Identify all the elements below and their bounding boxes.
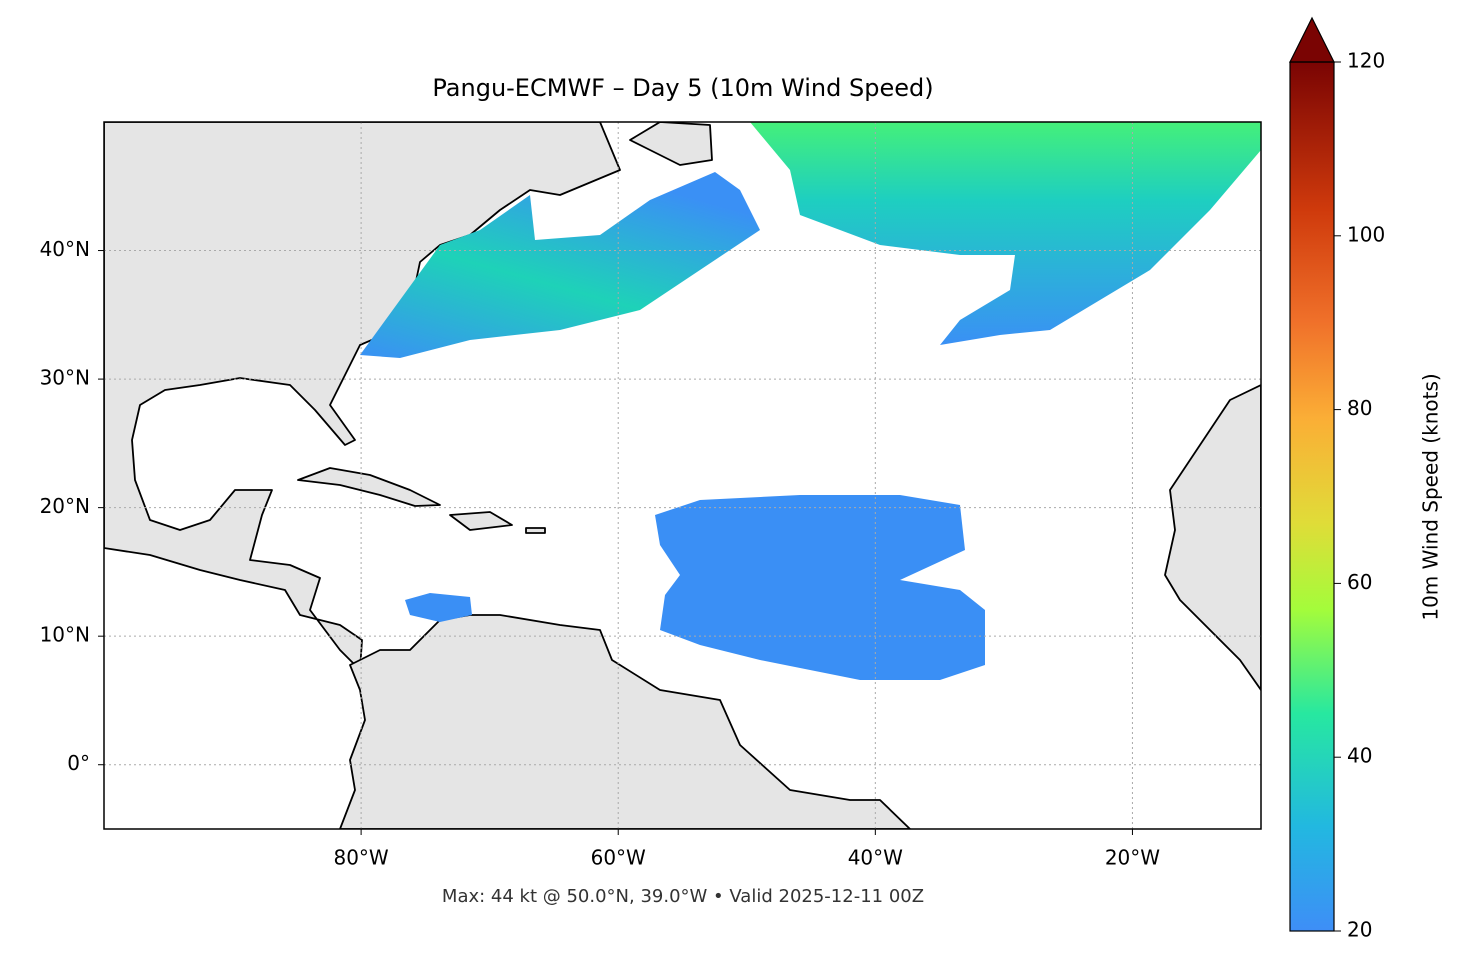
puerto-rico: [525, 527, 546, 534]
note: Max: 44 kt @ 50.0°N, 39.0°W • Valid 2025…: [442, 886, 924, 907]
y-tick-label: 10°N: [40, 623, 90, 647]
north-america: [104, 122, 621, 671]
wind-field: [655, 495, 985, 680]
y-tick-label: 20°N: [40, 494, 90, 518]
map: [104, 122, 1261, 829]
y-tick-label: 0°: [67, 751, 90, 775]
colorbar-tick-label: 60: [1347, 570, 1372, 594]
newfoundland: [629, 122, 713, 166]
colorbar-tick-label: 20: [1347, 918, 1372, 942]
x-tick-label: 60°W: [591, 846, 646, 870]
colorbar-tick-label: 100: [1347, 222, 1385, 246]
colorbar-extend: [1289, 16, 1335, 63]
wind-field: [405, 593, 472, 622]
wind-field: [750, 122, 1261, 345]
title: Pangu-ECMWF – Day 5 (10m Wind Speed): [432, 74, 933, 102]
africa: [1164, 384, 1261, 691]
colorbar-tick-label: 120: [1347, 49, 1385, 73]
cuba: [297, 467, 441, 507]
x-tick-label: 80°W: [333, 846, 388, 870]
x-tick-label: 20°W: [1105, 846, 1160, 870]
colorbar-frame: [1289, 61, 1335, 932]
wind-field: [360, 172, 760, 358]
x-tick-label: 40°W: [848, 846, 903, 870]
colorbar: [1290, 62, 1334, 931]
colorbar-tick-label: 40: [1347, 744, 1372, 768]
colorbar-tick-label: 80: [1347, 396, 1372, 420]
y-tick-label: 30°N: [40, 366, 90, 390]
map-frame: [103, 121, 1262, 830]
y-tick-label: 40°N: [40, 237, 90, 261]
hispaniola: [449, 511, 513, 531]
colorbar-label: 10m Wind Speed (knots): [1419, 373, 1443, 620]
